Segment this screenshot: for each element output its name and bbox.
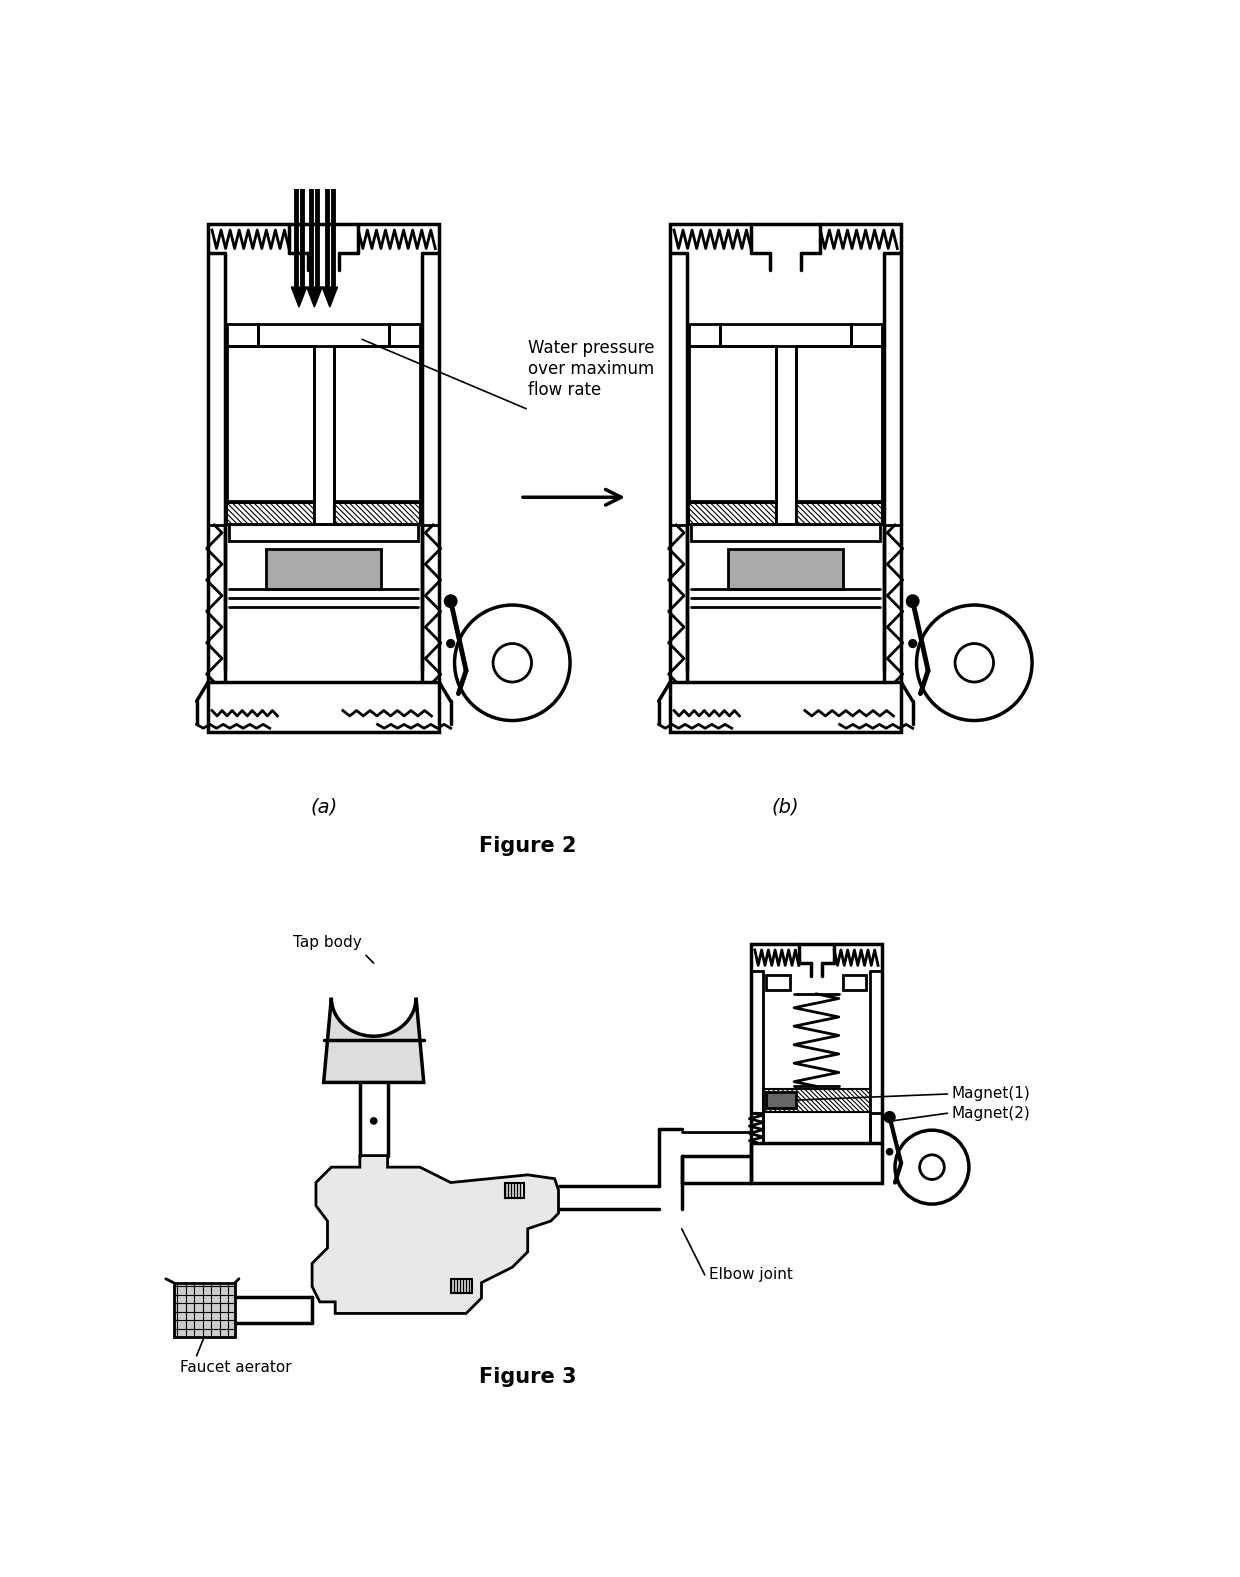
Polygon shape xyxy=(306,287,322,308)
Text: Figure 3: Figure 3 xyxy=(479,1367,577,1388)
Circle shape xyxy=(446,639,455,648)
Text: Magnet(1): Magnet(1) xyxy=(951,1087,1030,1101)
Text: (a): (a) xyxy=(310,798,337,817)
Circle shape xyxy=(885,1148,894,1156)
Text: Tap body: Tap body xyxy=(293,935,362,949)
Polygon shape xyxy=(766,1093,796,1109)
Circle shape xyxy=(905,595,920,609)
Polygon shape xyxy=(312,1156,558,1314)
Polygon shape xyxy=(324,998,424,1082)
Polygon shape xyxy=(728,549,843,588)
Text: (b): (b) xyxy=(771,798,800,817)
Text: Faucet aerator: Faucet aerator xyxy=(180,1359,291,1375)
Polygon shape xyxy=(322,287,337,308)
Text: Figure 2: Figure 2 xyxy=(479,836,577,856)
Circle shape xyxy=(908,639,918,648)
Circle shape xyxy=(444,595,458,609)
Polygon shape xyxy=(174,1282,236,1337)
Text: Magnet(2): Magnet(2) xyxy=(951,1105,1030,1121)
Polygon shape xyxy=(265,549,382,588)
Circle shape xyxy=(370,1117,377,1124)
Text: Water pressure
over maximum
flow rate: Water pressure over maximum flow rate xyxy=(528,339,655,399)
Circle shape xyxy=(883,1110,895,1123)
Polygon shape xyxy=(291,287,306,308)
Text: Elbow joint: Elbow joint xyxy=(708,1268,792,1282)
